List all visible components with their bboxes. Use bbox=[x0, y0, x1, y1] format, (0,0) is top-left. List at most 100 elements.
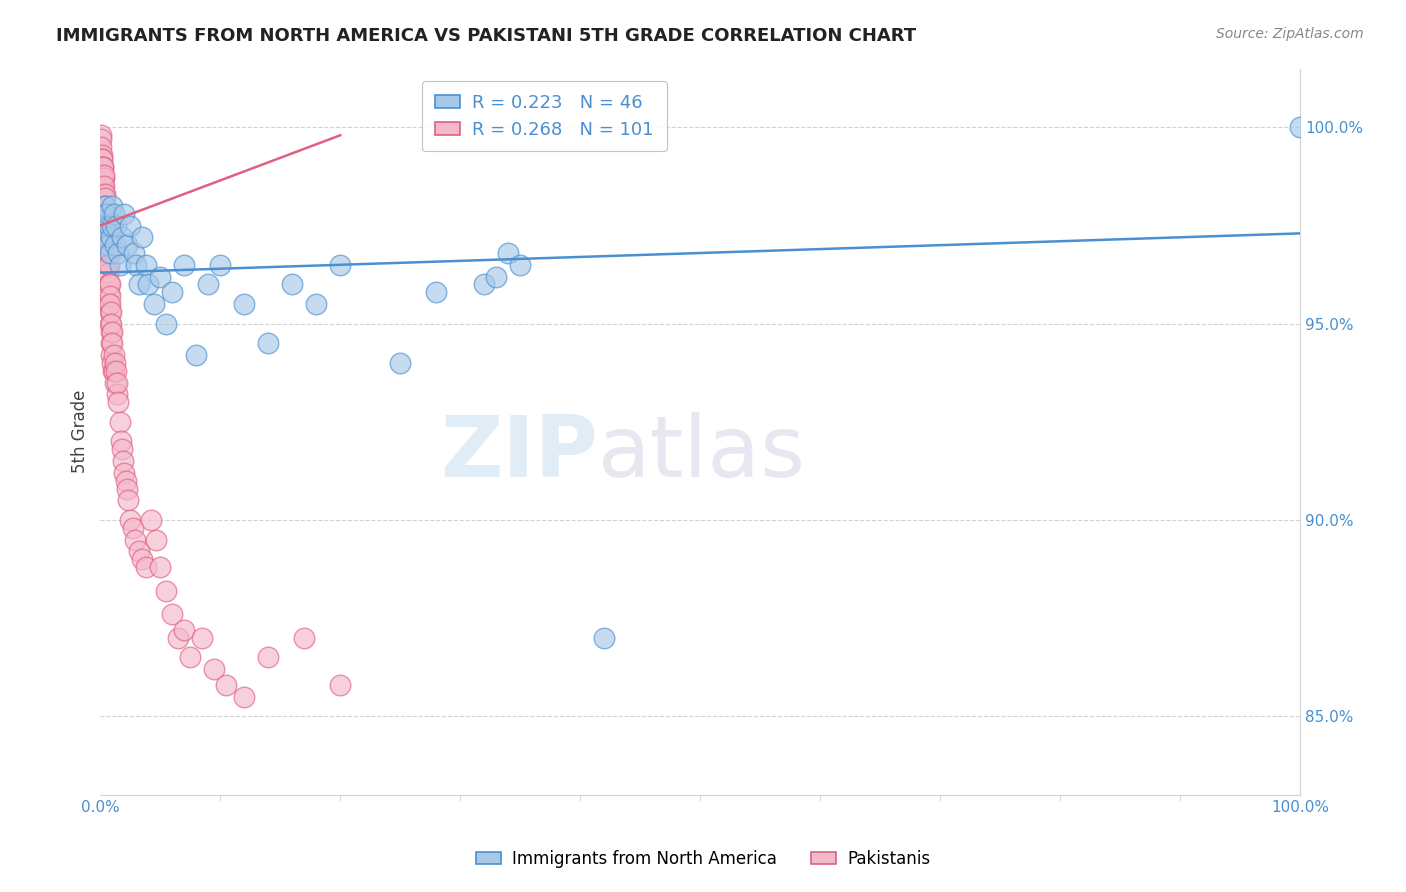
Point bbox=[98, 277, 121, 292]
Text: IMMIGRANTS FROM NORTH AMERICA VS PAKISTANI 5TH GRADE CORRELATION CHART: IMMIGRANTS FROM NORTH AMERICA VS PAKISTA… bbox=[56, 27, 917, 45]
Point bbox=[91, 179, 114, 194]
Point bbox=[105, 376, 128, 390]
Point bbox=[97, 258, 120, 272]
Point bbox=[108, 415, 131, 429]
Point bbox=[98, 246, 121, 260]
Legend: Immigrants from North America, Pakistanis: Immigrants from North America, Pakistani… bbox=[470, 844, 936, 875]
Point bbox=[155, 317, 177, 331]
Point bbox=[135, 560, 157, 574]
Point bbox=[98, 297, 121, 311]
Point bbox=[96, 230, 118, 244]
Point bbox=[97, 219, 120, 233]
Point bbox=[120, 219, 142, 233]
Point bbox=[91, 152, 114, 166]
Point bbox=[105, 387, 128, 401]
Point bbox=[122, 246, 145, 260]
Point bbox=[103, 348, 125, 362]
Point bbox=[101, 356, 124, 370]
Point bbox=[135, 258, 157, 272]
Point bbox=[104, 356, 127, 370]
Point bbox=[103, 364, 125, 378]
Point bbox=[162, 285, 184, 300]
Point bbox=[100, 317, 122, 331]
Point bbox=[100, 336, 122, 351]
Point bbox=[257, 650, 280, 665]
Point bbox=[91, 160, 114, 174]
Point bbox=[101, 336, 124, 351]
Text: ZIP: ZIP bbox=[440, 412, 598, 495]
Point bbox=[117, 493, 139, 508]
Point bbox=[97, 250, 120, 264]
Point bbox=[111, 230, 134, 244]
Point bbox=[472, 277, 495, 292]
Point bbox=[115, 482, 138, 496]
Point bbox=[94, 199, 117, 213]
Point bbox=[145, 533, 167, 547]
Y-axis label: 5th Grade: 5th Grade bbox=[72, 390, 89, 474]
Point bbox=[111, 442, 134, 457]
Point bbox=[93, 187, 115, 202]
Point bbox=[91, 171, 114, 186]
Point bbox=[209, 258, 232, 272]
Point bbox=[94, 211, 117, 225]
Point bbox=[233, 690, 256, 704]
Point bbox=[1289, 120, 1312, 135]
Point bbox=[90, 148, 112, 162]
Point bbox=[139, 513, 162, 527]
Point bbox=[112, 466, 135, 480]
Point bbox=[215, 678, 238, 692]
Point bbox=[125, 258, 148, 272]
Point bbox=[425, 285, 447, 300]
Point bbox=[93, 160, 115, 174]
Point bbox=[103, 207, 125, 221]
Point bbox=[128, 277, 150, 292]
Point bbox=[509, 258, 531, 272]
Point bbox=[90, 128, 112, 143]
Point bbox=[93, 187, 115, 202]
Point bbox=[96, 227, 118, 241]
Point bbox=[91, 160, 114, 174]
Text: atlas: atlas bbox=[598, 412, 806, 495]
Point bbox=[96, 238, 118, 252]
Point bbox=[191, 631, 214, 645]
Point bbox=[96, 230, 118, 244]
Point bbox=[173, 258, 195, 272]
Point bbox=[94, 230, 117, 244]
Point bbox=[94, 199, 117, 213]
Point bbox=[179, 650, 201, 665]
Point bbox=[202, 662, 225, 676]
Point bbox=[91, 168, 114, 182]
Point bbox=[107, 246, 129, 260]
Point bbox=[96, 230, 118, 244]
Point bbox=[485, 269, 508, 284]
Point bbox=[131, 552, 153, 566]
Point bbox=[110, 434, 132, 449]
Point bbox=[93, 187, 115, 202]
Point bbox=[292, 631, 315, 645]
Point bbox=[90, 160, 112, 174]
Point bbox=[104, 219, 127, 233]
Point bbox=[93, 219, 115, 233]
Text: Source: ZipAtlas.com: Source: ZipAtlas.com bbox=[1216, 27, 1364, 41]
Point bbox=[101, 219, 124, 233]
Point bbox=[90, 132, 112, 146]
Point bbox=[112, 207, 135, 221]
Point bbox=[90, 152, 112, 166]
Point bbox=[93, 168, 115, 182]
Point bbox=[162, 607, 184, 621]
Point bbox=[97, 258, 120, 272]
Point bbox=[155, 583, 177, 598]
Point bbox=[496, 246, 519, 260]
Point bbox=[93, 191, 115, 205]
Point bbox=[97, 266, 120, 280]
Point bbox=[94, 207, 117, 221]
Point bbox=[100, 305, 122, 319]
Point bbox=[98, 289, 121, 303]
Point bbox=[98, 297, 121, 311]
Point bbox=[96, 207, 118, 221]
Point bbox=[98, 305, 121, 319]
Point bbox=[108, 258, 131, 272]
Point bbox=[91, 168, 114, 182]
Point bbox=[90, 140, 112, 154]
Point bbox=[138, 277, 160, 292]
